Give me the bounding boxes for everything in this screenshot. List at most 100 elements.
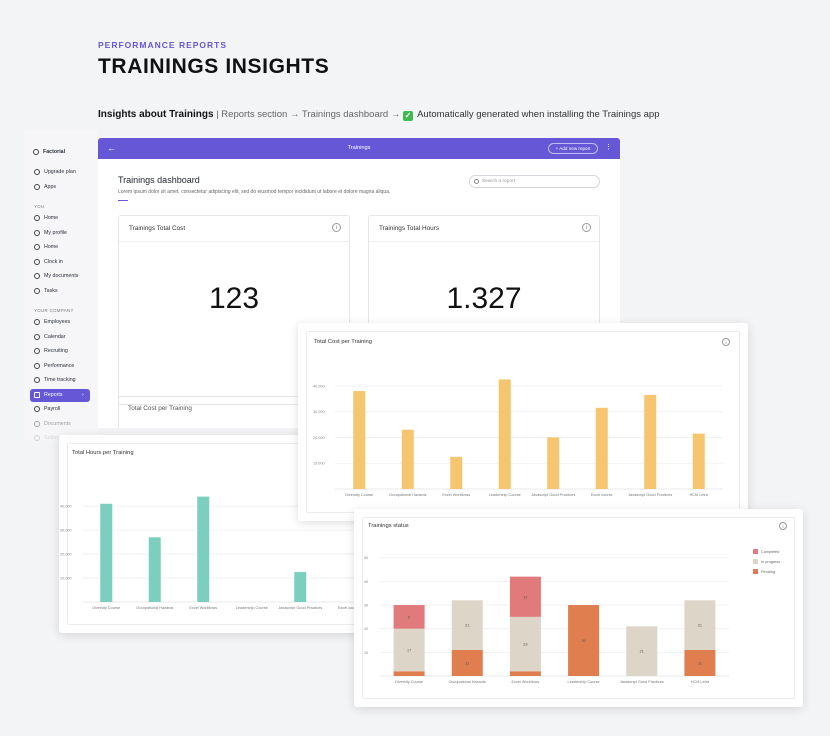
sidebar-item-company-4[interactable]: Time tracking xyxy=(34,377,76,383)
sidebar-item-active[interactable]: Reports › xyxy=(30,389,90,402)
legend-swatch xyxy=(753,549,758,554)
bar xyxy=(547,437,560,489)
info-icon[interactable]: i xyxy=(582,223,591,232)
stacked-segment xyxy=(393,628,425,672)
info-icon[interactable]: i xyxy=(332,223,341,232)
bar xyxy=(595,407,608,489)
bar xyxy=(148,537,161,602)
menu-icon xyxy=(34,184,40,190)
y-tick-label: 10,000 xyxy=(313,462,325,466)
y-tick-label: 40,000 xyxy=(313,384,325,388)
sidebar-item-top-0[interactable]: Upgrade plan xyxy=(34,169,76,175)
brand-logo[interactable]: Factorial xyxy=(33,149,65,155)
x-tick-label: Diversity Course xyxy=(395,680,423,684)
menu-icon xyxy=(34,435,40,441)
x-tick-label: HCM Letra xyxy=(690,493,709,497)
sidebar-item-company-2[interactable]: Recruiting xyxy=(34,348,68,354)
chart-title: Trainings status xyxy=(368,523,409,529)
sidebar-item-label: Clock in xyxy=(44,258,63,265)
bar xyxy=(498,379,511,489)
y-tick-label: 30,000 xyxy=(313,410,325,414)
search-input[interactable]: Search a report xyxy=(469,175,600,188)
menu-icon xyxy=(34,169,40,175)
y-tick-label: 20,000 xyxy=(313,436,325,440)
bar xyxy=(294,572,307,602)
sidebar-item-label: Upgrade plan xyxy=(44,169,76,175)
more-options-icon[interactable]: ⋮ xyxy=(605,144,612,151)
sidebar-item-you-1[interactable]: My profile xyxy=(34,229,67,236)
menu-icon xyxy=(34,244,40,250)
search-icon xyxy=(474,179,479,184)
topbar-title: Trainings xyxy=(347,145,371,151)
kpi-value: 1.327 xyxy=(446,282,522,315)
sidebar-item-company-0[interactable]: Employees xyxy=(34,319,70,325)
title-underline xyxy=(118,200,128,201)
sidebar-section-company: YOUR COMPANY xyxy=(34,308,74,313)
bar xyxy=(644,394,657,489)
stacked-segment xyxy=(509,576,541,617)
sidebar-item-label: Tasks xyxy=(44,287,58,294)
sidebar-item-company-8[interactable]: Settings xyxy=(34,435,63,441)
stacked-segment xyxy=(626,626,658,676)
sidebar-item-you-2[interactable]: Home xyxy=(34,244,58,250)
topbar: ← Trainings + Add new report ⋮ xyxy=(98,138,620,159)
bar xyxy=(353,391,366,489)
sidebar-item-label: Time tracking xyxy=(44,377,76,383)
x-tick-label: Diversity Course xyxy=(92,606,120,610)
legend-label: Pending xyxy=(761,570,775,574)
sidebar-item-label: My profile xyxy=(44,229,67,236)
stacked-segment xyxy=(684,649,716,676)
info-icon[interactable]: i xyxy=(722,338,730,346)
y-tick-label: 40 xyxy=(364,580,368,584)
bg-card-title: Total Cost per Training xyxy=(128,405,192,412)
bar xyxy=(450,456,463,489)
sidebar-item-label: Employees xyxy=(44,319,71,325)
y-tick-label: 20 xyxy=(364,627,368,631)
sidebar-item-you-0[interactable]: Home xyxy=(34,215,58,221)
menu-icon xyxy=(34,258,40,265)
sidebar-item-you-5[interactable]: Tasks xyxy=(34,287,58,294)
x-tick-label: Occupational Hazards xyxy=(449,680,486,684)
bar xyxy=(692,433,705,489)
brand-name: Factorial xyxy=(43,149,66,155)
x-tick-label: Javascript Good Practices xyxy=(620,680,664,684)
legend-label: Completed xyxy=(761,550,779,554)
menu-icon xyxy=(34,287,40,294)
sidebar-item-company-6[interactable]: Payroll xyxy=(34,406,60,412)
chart-title: Total Cost per Training xyxy=(314,339,372,345)
menu-icon xyxy=(34,229,40,236)
cost-chart-card: Total Cost per Training i 10,000 20,000 30… xyxy=(298,323,748,521)
y-tick-label: 40,000 xyxy=(60,505,72,509)
menu-icon xyxy=(34,420,40,427)
hours-chart: 10,000 20,000 30,000 40,000 Diversity Course… xyxy=(60,496,369,610)
data-label: 17 xyxy=(523,595,527,599)
x-tick-label: Occupational Hazards xyxy=(389,493,426,497)
add-report-button[interactable]: + Add new report xyxy=(548,143,598,154)
x-tick-label: Leadership Course xyxy=(568,680,600,684)
menu-icon xyxy=(34,406,40,412)
x-tick-label: Excel course xyxy=(338,606,360,610)
stacked-segment xyxy=(684,600,716,650)
card-frame xyxy=(362,517,795,699)
y-tick-label: 10 xyxy=(364,651,368,655)
x-tick-label: HCM Letra xyxy=(691,680,710,684)
sidebar-item-you-4[interactable]: My documents xyxy=(34,273,78,279)
sidebar-item-you-3[interactable]: Clock in xyxy=(34,258,63,265)
sidebar-item-company-1[interactable]: Calendar xyxy=(34,333,66,340)
menu-icon xyxy=(34,348,40,354)
info-icon[interactable]: i xyxy=(779,522,787,530)
legend-swatch xyxy=(753,569,758,574)
sidebar-item-company-7[interactable]: Documents xyxy=(34,420,71,427)
sidebar-item-company-3[interactable]: Performance xyxy=(34,362,74,369)
caption-tail: Automatically generated when installing … xyxy=(414,109,660,120)
menu-icon xyxy=(34,362,40,369)
divider xyxy=(119,241,349,242)
sidebar-item-top-1[interactable]: Apps xyxy=(34,184,56,190)
sidebar-item-label: Apps xyxy=(44,184,57,190)
x-tick-label: Excel course xyxy=(591,493,613,497)
x-tick-label: Excel Workflows xyxy=(512,680,540,684)
x-tick-label: Excel Workflows xyxy=(442,493,470,497)
back-arrow-icon[interactable]: ← xyxy=(107,143,116,153)
x-tick-label: Excel Workflows xyxy=(189,606,217,610)
y-tick-label: 30,000 xyxy=(60,529,72,533)
